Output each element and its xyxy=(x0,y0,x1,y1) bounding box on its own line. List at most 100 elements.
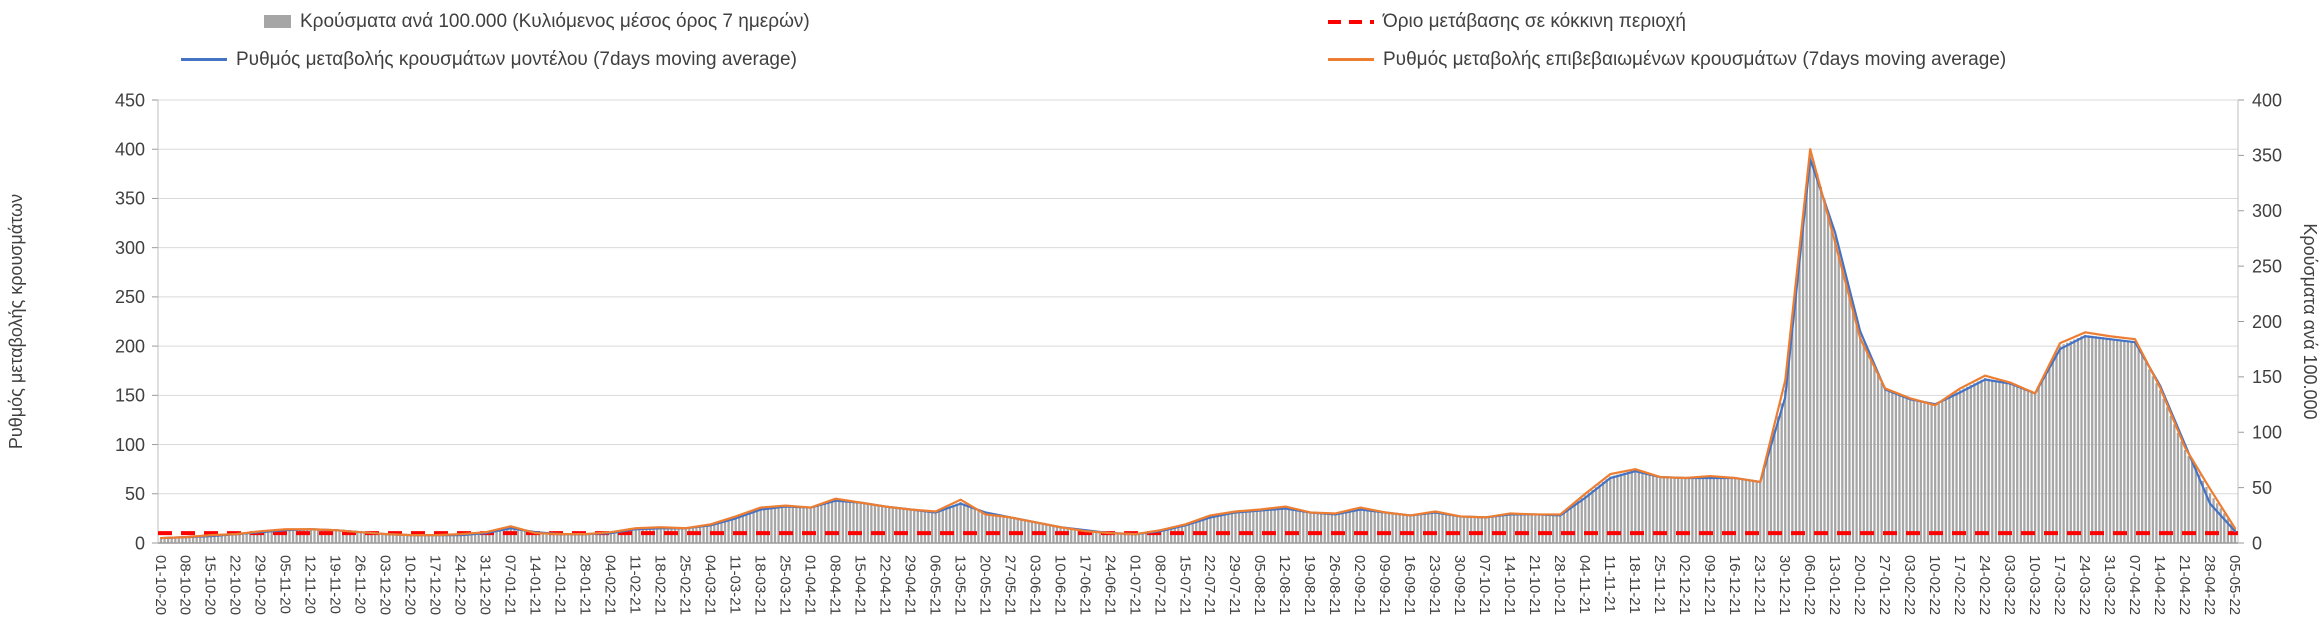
case-bar xyxy=(1398,513,1401,543)
case-bar xyxy=(755,509,759,543)
case-bar xyxy=(2019,387,2022,543)
case-bar xyxy=(1687,477,1690,543)
case-bar xyxy=(1837,251,1840,543)
case-bar xyxy=(2216,503,2219,543)
case-bar xyxy=(891,507,894,543)
case-bar xyxy=(656,527,659,543)
case-bar xyxy=(1441,513,1444,543)
left-axis-tick-label: 50 xyxy=(125,484,145,504)
case-bar xyxy=(1013,518,1016,543)
bar-swatch-icon xyxy=(264,15,291,28)
case-bar xyxy=(2183,449,2187,543)
case-bar xyxy=(1887,391,1890,543)
x-axis-tick-label: 31-03-22 xyxy=(2101,555,2118,615)
case-bar xyxy=(1644,472,1648,543)
case-bar xyxy=(1505,514,1508,543)
case-bar xyxy=(1787,355,1790,543)
case-bar xyxy=(2119,339,2122,543)
case-bar xyxy=(1123,533,1126,543)
x-axis-tick-label: 31-12-20 xyxy=(477,555,494,615)
case-bar xyxy=(2083,334,2087,543)
x-axis-tick-label: 18-03-21 xyxy=(751,555,768,615)
case-bar xyxy=(984,513,987,543)
case-bar xyxy=(1484,517,1487,543)
x-axis-tick-label: 08-10-20 xyxy=(177,555,194,615)
case-bar xyxy=(1766,455,1769,543)
case-bar xyxy=(673,528,677,543)
case-bar xyxy=(2012,384,2015,543)
case-bar xyxy=(563,534,566,543)
case-bar xyxy=(652,528,655,543)
case-bar xyxy=(2008,383,2012,543)
x-axis-tick-label: 09-12-21 xyxy=(1701,555,1718,615)
case-bar xyxy=(1983,377,1987,543)
x-axis-tick-label: 02-09-21 xyxy=(1351,555,1368,615)
case-bar xyxy=(1901,397,1905,543)
case-bar xyxy=(224,535,227,543)
case-bar xyxy=(1259,510,1262,543)
case-bar xyxy=(2126,340,2130,543)
case-bar xyxy=(581,534,584,543)
case-bar xyxy=(1155,531,1159,543)
case-bar xyxy=(1584,495,1587,543)
case-bar xyxy=(1762,468,1765,543)
case-bar xyxy=(1894,394,1898,543)
x-axis-tick-label: 24-03-22 xyxy=(2076,555,2093,615)
case-bar xyxy=(795,506,798,543)
case-bar xyxy=(1273,508,1276,543)
case-bar xyxy=(363,532,366,543)
case-bar xyxy=(2073,339,2076,543)
case-bar xyxy=(1295,509,1298,543)
case-bar xyxy=(1744,479,1748,543)
case-bar xyxy=(1491,516,1494,543)
case-bar xyxy=(1473,517,1476,543)
case-bar xyxy=(324,529,327,543)
x-axis-tick-label: 15-10-20 xyxy=(202,555,219,615)
left-axis-tick-label: 100 xyxy=(115,435,145,455)
case-bar xyxy=(477,533,480,543)
case-bar xyxy=(388,534,391,543)
case-bar xyxy=(1498,515,1501,543)
case-bar xyxy=(1430,512,1433,543)
case-bar xyxy=(534,533,537,543)
case-bar xyxy=(1748,480,1751,543)
case-bar xyxy=(955,503,959,543)
x-axis-tick-label: 14-01-21 xyxy=(527,555,544,615)
case-bar xyxy=(502,529,505,543)
case-bar xyxy=(1277,508,1280,543)
case-bar xyxy=(855,502,859,543)
x-axis-tick-label: 22-04-21 xyxy=(876,555,893,615)
case-bar xyxy=(1573,503,1576,543)
left-axis-tick-label: 400 xyxy=(115,140,145,160)
case-bar xyxy=(1509,514,1512,543)
case-bar xyxy=(1330,513,1334,543)
case-bar xyxy=(391,534,395,543)
x-axis-tick-label: 06-05-21 xyxy=(926,555,943,615)
case-bar xyxy=(2191,462,2194,543)
case-bar xyxy=(416,535,420,543)
case-bar xyxy=(880,505,884,543)
case-bar xyxy=(1230,512,1234,543)
case-bar xyxy=(634,529,637,543)
case-bar xyxy=(1448,514,1451,543)
case-bar xyxy=(1759,482,1762,543)
x-axis-tick-label: 17-03-22 xyxy=(2051,555,2068,615)
case-bar xyxy=(1359,508,1362,543)
case-bar xyxy=(1405,514,1408,543)
x-axis-tick-label: 03-02-22 xyxy=(1901,555,1918,615)
case-bar xyxy=(759,508,762,543)
left-axis-tick-label: 200 xyxy=(115,336,145,356)
case-bar xyxy=(1577,501,1580,543)
case-bar xyxy=(174,537,177,543)
case-bar xyxy=(1726,477,1730,543)
x-axis-tick-label: 13-01-22 xyxy=(1826,555,1843,615)
case-bar xyxy=(1566,509,1569,543)
x-axis-tick-label: 05-11-20 xyxy=(277,555,294,614)
case-bar xyxy=(238,533,241,543)
x-axis-tick-label: 10-02-22 xyxy=(1926,555,1943,615)
case-bar xyxy=(1737,478,1740,543)
case-bar xyxy=(1919,402,1923,543)
case-bar xyxy=(159,538,163,543)
case-bar xyxy=(456,535,459,543)
